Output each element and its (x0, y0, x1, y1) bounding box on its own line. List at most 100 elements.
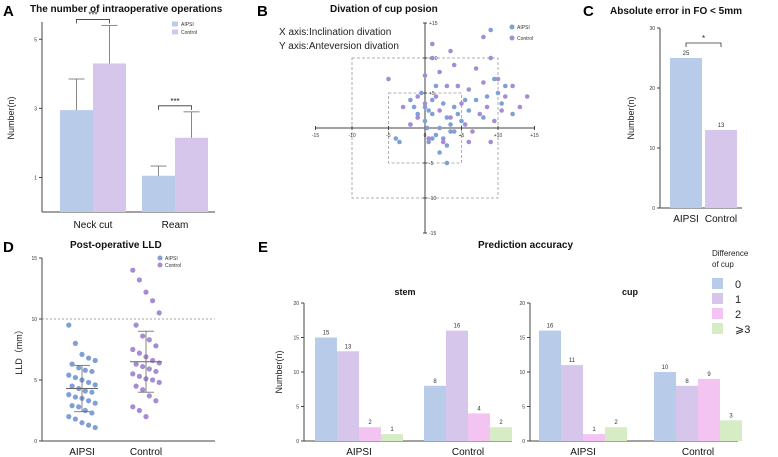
a-ytick-0: 1 (34, 175, 37, 181)
bar-stem-control-0 (424, 385, 446, 441)
bar-control (705, 130, 737, 208)
point-aipsi-33 (492, 76, 497, 82)
point-aipsi-2 (79, 351, 85, 357)
point-control-5 (422, 101, 428, 106)
point-control-28 (136, 407, 142, 414)
point-aipsi-30 (86, 422, 92, 428)
cup-ytick-1: 5 (522, 405, 525, 411)
point-control-14 (455, 83, 461, 89)
bar-control-1 (175, 137, 208, 212)
value-label-cup-aipsi-2: 1 (592, 427, 596, 433)
point-control-3 (415, 115, 421, 120)
point-control-6 (140, 333, 146, 339)
subtitle-stem: stem (394, 287, 415, 297)
cup-ytick-2: 10 (519, 370, 525, 376)
c-ytick-0: 0 (652, 206, 655, 212)
value-label-cup-control-1: 8 (685, 379, 689, 385)
d-ytick-2: 10 (31, 317, 37, 323)
point-control-10 (136, 350, 142, 356)
point-aipsi-25 (419, 90, 424, 96)
point-aipsi-28 (72, 416, 78, 422)
point-control-33 (430, 41, 435, 47)
point-control-24 (488, 55, 494, 61)
point-aipsi-35 (499, 101, 504, 106)
category-label-0: AIPSI (69, 447, 95, 457)
point-control-9 (437, 69, 442, 75)
point-control-23 (133, 383, 139, 389)
point-aipsi-4 (415, 111, 421, 117)
point-aipsi-1 (72, 340, 78, 346)
point-control-0 (130, 267, 136, 273)
point-aipsi-41 (426, 108, 431, 113)
point-control-11 (444, 83, 450, 89)
point-control-22 (156, 379, 162, 386)
panel-b: B Divation of cup posion X axis:Inclinatio… (257, 3, 539, 237)
chart-title: Absolute error in FO < 5mm (610, 6, 742, 17)
point-control-6 (426, 136, 431, 141)
point-control-19 (473, 66, 479, 71)
point-aipsi-34 (495, 90, 501, 96)
point-aipsi-27 (66, 414, 72, 420)
significance-label-1: *** (170, 97, 179, 106)
value-label-cup-control-0: 10 (662, 365, 669, 371)
category-label-0: Neck cut (74, 220, 113, 231)
bar-cup-aipsi-2 (583, 434, 605, 441)
point-control-7 (430, 55, 435, 61)
y-tick-2: +5 (429, 91, 435, 97)
subtitle-cup: cup (622, 287, 639, 297)
panel-letter-e: E (258, 239, 268, 256)
bar-cup-control-2 (698, 378, 720, 441)
panel-letter-c: C (583, 3, 594, 20)
bar-aipsi (670, 58, 702, 208)
point-aipsi-25 (82, 407, 88, 414)
point-control-29 (510, 83, 515, 89)
value-label-cup-aipsi-1: 11 (569, 358, 576, 364)
chart-title: The number of intraoperative operations (30, 4, 223, 15)
stem-ytick-0: 0 (296, 439, 299, 445)
point-aipsi-21 (459, 118, 464, 124)
point-control-32 (440, 139, 446, 145)
bar-control-0 (93, 63, 126, 212)
point-aipsi-14 (444, 115, 450, 120)
point-control-21 (481, 80, 486, 85)
cup-ytick-3: 15 (519, 336, 525, 342)
legend-control-swatch (172, 29, 178, 35)
chart-title: Prediction accuracy (478, 240, 573, 251)
point-aipsi-9 (66, 372, 72, 378)
point-aipsi-24 (444, 160, 450, 166)
bar-cup-aipsi-1 (561, 365, 583, 441)
point-aipsi-0 (393, 136, 399, 141)
point-control-25 (492, 118, 497, 124)
point-aipsi-38 (430, 136, 435, 141)
stem-ytick-3: 15 (293, 336, 299, 342)
point-control-4 (156, 310, 162, 316)
d-ytick-0: 0 (34, 439, 37, 445)
bar-cup-control-0 (654, 372, 676, 441)
legend-control-label: Control (517, 36, 533, 42)
point-aipsi-11 (433, 132, 439, 138)
x-tick-6: +15 (530, 133, 539, 139)
point-aipsi-1 (397, 139, 402, 145)
point-aipsi-27 (433, 83, 439, 89)
point-control-2 (143, 289, 149, 295)
x-tick-4: +5 (459, 133, 465, 139)
legend-aipsi-swatch (172, 21, 178, 27)
point-aipsi-29 (79, 420, 85, 426)
category-label-1: Control (130, 447, 162, 457)
value-label-cup-control-3: 3 (729, 413, 733, 419)
panel-letter-b: B (257, 3, 268, 20)
legend-control-swatch (157, 262, 163, 268)
point-control-7 (146, 337, 152, 343)
point-aipsi-4 (92, 357, 98, 364)
point-control-15 (459, 101, 464, 106)
point-control-28 (503, 94, 508, 99)
legend-label-3: ⩾3 (735, 324, 750, 336)
significance-bracket-0 (76, 19, 110, 24)
bar-aipsi-1 (142, 175, 175, 212)
value-label-stem-aipsi-3: 1 (390, 427, 394, 433)
point-control-22 (481, 34, 486, 40)
point-aipsi-32 (488, 27, 494, 33)
point-aipsi-31 (92, 424, 98, 431)
point-aipsi-6 (76, 365, 82, 371)
panel-letter-d: D (3, 239, 14, 256)
